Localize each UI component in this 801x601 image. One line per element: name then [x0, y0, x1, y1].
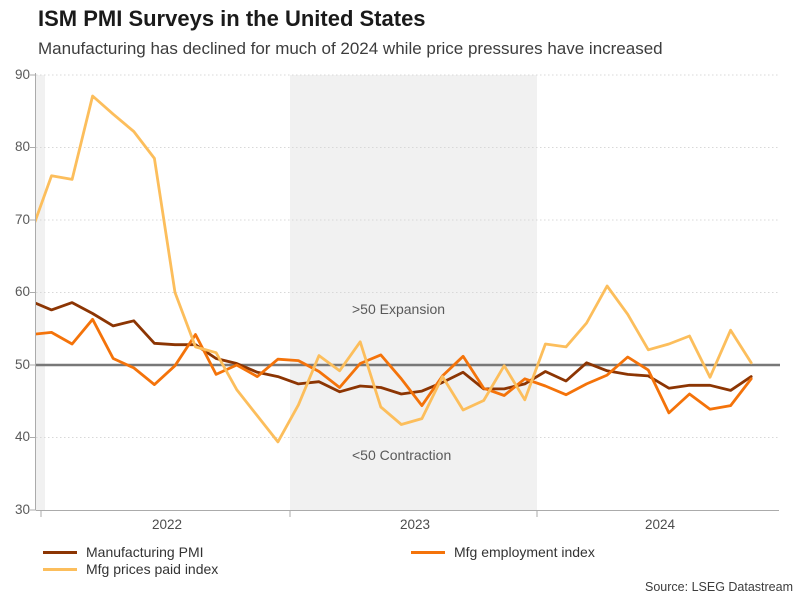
- legend-label-employment: Mfg employment index: [454, 544, 595, 560]
- expansion-annotation: >50 Expansion: [352, 301, 446, 317]
- legend-label-manufacturing-pmi: Manufacturing PMI: [86, 544, 204, 560]
- legend-swatch-manufacturing-pmi: [43, 550, 77, 554]
- legend-item-manufacturing-pmi: Manufacturing PMI: [43, 544, 204, 560]
- source-note: Source: LSEG Datastream: [645, 580, 793, 594]
- x-tick-2023: 2023: [399, 517, 431, 532]
- legend-swatch-prices-paid: [43, 567, 77, 571]
- contraction-annotation: <50 Contraction: [352, 447, 452, 463]
- chart-subtitle: Manufacturing has declined for much of 2…: [38, 39, 663, 58]
- legend-label-prices-paid: Mfg prices paid index: [86, 561, 219, 577]
- x-tick-2022: 2022: [151, 517, 183, 532]
- legend-swatch-employment: [411, 550, 445, 554]
- y-tick-50: 50: [14, 357, 30, 372]
- y-tick-30: 30: [14, 502, 30, 517]
- chart-title: ISM PMI Surveys in the United States: [38, 6, 426, 31]
- y-tick-70: 70: [14, 212, 30, 227]
- y-tick-60: 60: [14, 284, 30, 299]
- y-tick-40: 40: [14, 429, 30, 444]
- y-tick-90: 90: [14, 67, 30, 82]
- y-tick-80: 80: [14, 139, 30, 154]
- legend-item-employment: Mfg employment index: [411, 544, 595, 560]
- legend-item-prices-paid: Mfg prices paid index: [43, 561, 218, 577]
- x-tick-2024: 2024: [644, 517, 676, 532]
